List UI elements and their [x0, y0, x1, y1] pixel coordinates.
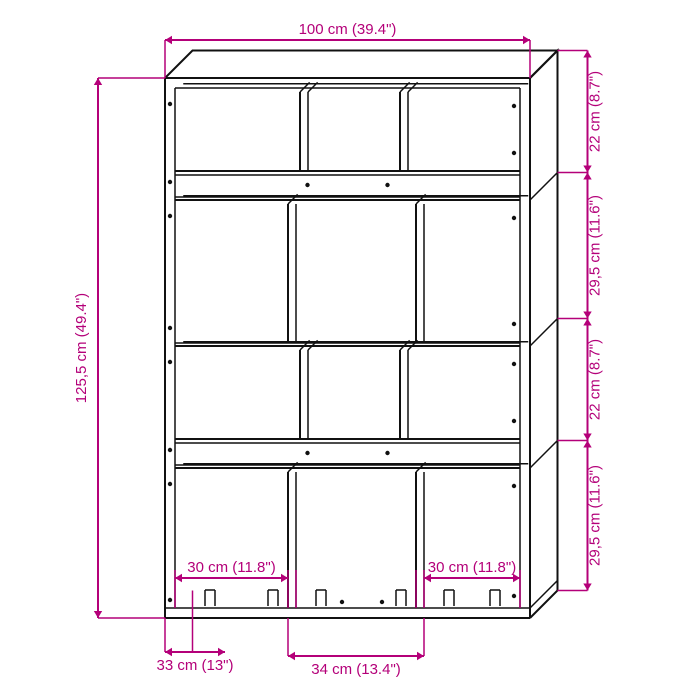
dim-row3: 22 cm (8.7") [587, 339, 604, 420]
dim-depth: 33 cm (13") [156, 657, 233, 674]
dim-cell-outer: 34 cm (13.4") [311, 661, 401, 678]
dim-row4: 29,5 cm (11.6") [587, 465, 604, 566]
dim-width: 100 cm (39.4") [299, 21, 397, 38]
dim-row2: 29,5 cm (11.6") [587, 195, 604, 296]
cabinet-drawing: 100 cm (39.4") 125,5 cm (49.4") 33 cm (13"… [0, 0, 700, 700]
dim-row1: 22 cm (8.7") [587, 71, 604, 152]
dim-height: 125,5 cm (49.4") [73, 293, 90, 403]
diagram-stage: 100 cm (39.4") 125,5 cm (49.4") 33 cm (13"… [0, 0, 700, 700]
dim-cell-right: 30 cm (11.8") [428, 559, 516, 576]
dim-cell-left: 30 cm (11.8") [187, 559, 275, 576]
